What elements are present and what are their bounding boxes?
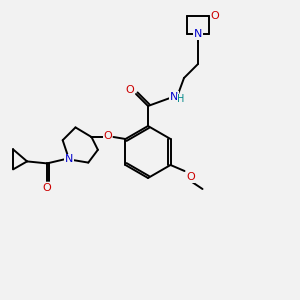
- Text: H: H: [177, 94, 185, 104]
- Text: N: N: [170, 92, 178, 102]
- Text: O: O: [43, 183, 52, 194]
- Text: N: N: [65, 154, 73, 164]
- Text: N: N: [194, 29, 202, 39]
- Text: O: O: [126, 85, 134, 95]
- Text: O: O: [103, 131, 112, 141]
- Text: O: O: [186, 172, 195, 182]
- Text: O: O: [211, 11, 219, 21]
